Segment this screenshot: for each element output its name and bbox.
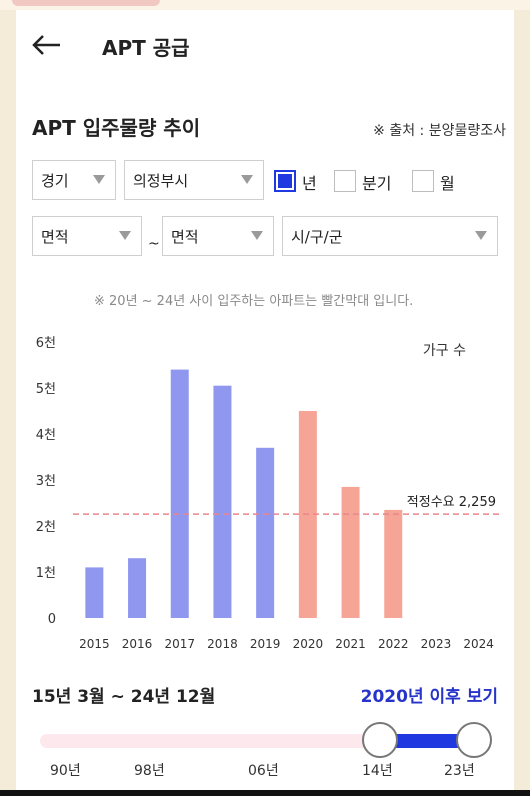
chevron-down-icon bbox=[475, 231, 487, 240]
bar-2022[interactable] bbox=[384, 509, 403, 618]
bar-2016[interactable] bbox=[128, 558, 147, 618]
top-strip bbox=[0, 0, 530, 10]
checkbox-month[interactable] bbox=[412, 170, 434, 192]
bottom-bar bbox=[0, 790, 530, 796]
slider-tick-label: 23년 bbox=[444, 763, 475, 779]
checkbox-year[interactable] bbox=[274, 170, 296, 192]
bar-chart: 0 1천 2천 3천 4천 5천 6천 2015 2016 2017 2018 2019 2020 202… bbox=[36, 336, 500, 651]
city-select[interactable]: 의정부시 bbox=[124, 160, 264, 200]
x-tick-label: 2022 bbox=[378, 637, 409, 651]
city-select-value: 의정부시 bbox=[133, 171, 189, 190]
slider-tick-label: 06년 bbox=[248, 763, 279, 779]
after-2020-link[interactable]: 2020년 이후 보기 bbox=[360, 687, 498, 707]
period-label: 15년 3월 ~ 24년 12월 bbox=[32, 687, 216, 707]
bar-2015[interactable] bbox=[85, 567, 104, 618]
source-note: ※ 출처 : 분양물량조사 bbox=[373, 123, 506, 139]
area-from-select[interactable]: 면적 bbox=[32, 216, 142, 256]
checkbox-quarter[interactable] bbox=[334, 170, 356, 192]
bar-2018[interactable] bbox=[213, 385, 232, 618]
chart-note: ※ 20년 ~ 24년 사이 입주하는 아파트는 빨간막대 입니다. bbox=[94, 294, 414, 309]
x-tick-label: 2021 bbox=[335, 637, 366, 651]
region-select[interactable]: 경기 bbox=[32, 160, 116, 200]
x-tick-label: 2015 bbox=[79, 637, 110, 651]
y-tick-label: 2천 bbox=[36, 520, 56, 535]
slider-tick-label: 98년 bbox=[134, 763, 165, 779]
x-tick-label: 2020 bbox=[293, 637, 324, 651]
slider-tick-label: 90년 bbox=[50, 763, 81, 779]
y-tick-label: 1천 bbox=[36, 566, 56, 581]
x-tick-label: 2019 bbox=[250, 637, 281, 651]
checkbox-quarter-label: 분기 bbox=[362, 174, 392, 193]
checkbox-month-label: 월 bbox=[440, 174, 455, 193]
bar-2017[interactable] bbox=[170, 369, 189, 618]
section-title: APT 입주물량 추이 bbox=[32, 116, 201, 140]
y-tick-label: 0 bbox=[48, 612, 56, 627]
back-arrow-icon[interactable] bbox=[30, 28, 64, 62]
area-from-value: 면적 bbox=[41, 227, 69, 246]
checkbox-year-label: 년 bbox=[302, 174, 317, 193]
bar-2019[interactable] bbox=[256, 447, 275, 618]
chart-legend: 가구 수 bbox=[422, 343, 466, 359]
y-tick-label: 3천 bbox=[36, 474, 56, 489]
chevron-down-icon bbox=[251, 231, 263, 240]
page-title: APT 공급 bbox=[102, 36, 190, 60]
header: APT 공급 bbox=[16, 10, 514, 90]
x-tick-label: 2016 bbox=[122, 637, 153, 651]
area-to-value: 면적 bbox=[171, 227, 199, 246]
range-slider-fill bbox=[378, 734, 474, 748]
top-tab-indicator bbox=[12, 0, 160, 6]
area-to-select[interactable]: 면적 bbox=[162, 216, 274, 256]
x-tick-label: 2017 bbox=[164, 637, 195, 651]
bar-2021[interactable] bbox=[341, 486, 360, 618]
region-select-value: 경기 bbox=[41, 171, 69, 190]
range-slider-start-handle[interactable] bbox=[362, 722, 398, 758]
range-slider-end-handle[interactable] bbox=[456, 722, 492, 758]
range-tilde: ~ bbox=[148, 236, 160, 252]
x-tick-label: 2018 bbox=[207, 637, 238, 651]
district-select-value: 시/구/군 bbox=[291, 227, 343, 246]
reference-line-label: 적정수요 2,259 bbox=[407, 495, 496, 510]
chevron-down-icon bbox=[93, 175, 105, 184]
content-card: APT 공급 APT 입주물량 추이 ※ 출처 : 분양물량조사 경기 의정부시… bbox=[16, 10, 514, 796]
y-tick-label: 6천 bbox=[36, 336, 56, 351]
slider-tick-label: 14년 bbox=[362, 763, 393, 779]
x-tick-label: 2023 bbox=[421, 637, 452, 651]
chevron-down-icon bbox=[241, 175, 253, 184]
y-tick-label: 4천 bbox=[36, 428, 56, 443]
y-tick-label: 5천 bbox=[36, 382, 56, 397]
x-tick-label: 2024 bbox=[463, 637, 494, 651]
district-select[interactable]: 시/구/군 bbox=[282, 216, 498, 256]
chevron-down-icon bbox=[119, 231, 131, 240]
